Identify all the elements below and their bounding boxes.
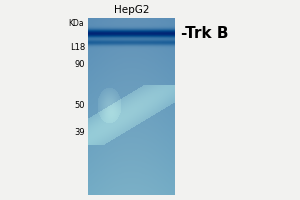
Text: 39: 39	[74, 128, 85, 137]
Text: -Trk B: -Trk B	[181, 26, 229, 41]
Text: 50: 50	[74, 101, 85, 110]
Text: 90: 90	[74, 60, 85, 69]
Text: L18: L18	[70, 43, 85, 52]
Text: KDa: KDa	[68, 19, 84, 28]
Text: HepG2: HepG2	[114, 5, 149, 15]
